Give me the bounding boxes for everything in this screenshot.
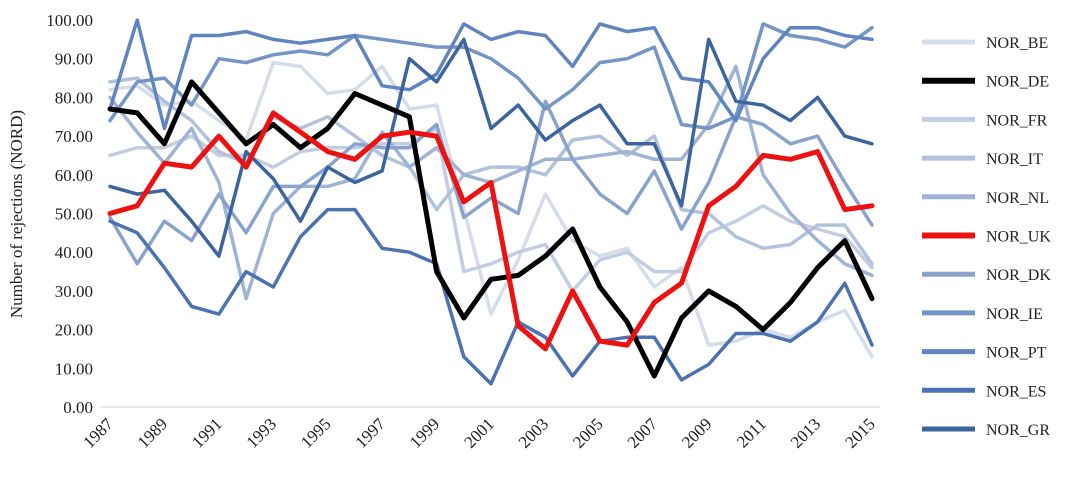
series-line-nor-pt xyxy=(108,18,874,131)
series-line-nor-dk xyxy=(108,99,874,266)
x-tick-label: 1997 xyxy=(351,414,389,452)
legend-item-nor-gr: NOR_GR xyxy=(922,422,1050,439)
x-tick-label: 1995 xyxy=(297,414,334,451)
series-line-nor-uk xyxy=(107,110,875,352)
legend-item-nor-pt: NOR_PT xyxy=(922,345,1047,362)
x-axis-ticks: 1987 1989 1991 1993 1995 1997 1999 2001 2003 2005… xyxy=(79,414,878,452)
y-axis-label: Number of rejections (NORD) xyxy=(7,110,26,318)
x-tick-label: 1991 xyxy=(188,414,225,451)
series-line-nor-ie xyxy=(108,22,874,131)
legend-label: NOR_ES xyxy=(986,383,1046,400)
x-tick-label: 2013 xyxy=(787,414,824,451)
x-tick-label: 2015 xyxy=(841,414,878,451)
y-tick-label: 10.00 xyxy=(55,359,93,378)
y-tick-label: 20.00 xyxy=(55,321,93,340)
legend-label: NOR_PT xyxy=(986,345,1047,362)
legend-label: NOR_NL xyxy=(986,190,1049,207)
y-axis-ticks: 0.00 10.00 20.00 30.00 40.00 50.00 60.00 70.00 8… xyxy=(46,11,93,417)
y-tick-label: 50.00 xyxy=(55,205,93,224)
legend-item-nor-de: NOR_DE xyxy=(922,74,1049,91)
y-tick-label: 0.00 xyxy=(63,398,93,417)
legend-label: NOR_IE xyxy=(986,306,1043,323)
legend-item-nor-es: NOR_ES xyxy=(922,383,1046,400)
x-tick-label: 1993 xyxy=(243,414,280,451)
y-tick-label: 90.00 xyxy=(55,50,93,69)
y-tick-label: 80.00 xyxy=(55,88,93,107)
series-line-nor-de xyxy=(107,79,875,379)
y-tick-label: 100.00 xyxy=(46,11,93,30)
legend-item-nor-nl: NOR_NL xyxy=(922,190,1049,207)
x-tick-label: 2009 xyxy=(678,414,715,451)
x-tick-label: 1989 xyxy=(134,414,171,451)
y-tick-label: 40.00 xyxy=(55,243,93,262)
legend-item-nor-ie: NOR_IE xyxy=(922,306,1043,323)
legend-item-nor-it: NOR_IT xyxy=(922,151,1043,168)
legend-item-nor-uk: NOR_UK xyxy=(922,229,1051,246)
legend-item-nor-fr: NOR_FR xyxy=(922,112,1048,129)
legend-item-nor-be: NOR_BE xyxy=(922,35,1048,52)
legend-item-nor-dk: NOR_DK xyxy=(922,267,1051,284)
legend-label: NOR_BE xyxy=(986,35,1048,52)
x-tick-label: 2007 xyxy=(624,414,662,452)
legend-label: NOR_IT xyxy=(986,151,1043,168)
legend-label: NOR_UK xyxy=(986,229,1051,246)
legend-label: NOR_GR xyxy=(986,422,1050,439)
legend: NOR_BE NOR_DE NOR_FR NOR_IT NOR_NL NOR_UK NOR_… xyxy=(922,35,1051,439)
y-tick-label: 70.00 xyxy=(55,127,93,146)
series-line-nor-es xyxy=(108,207,874,386)
y-axis-title: Number of rejections (NORD) xyxy=(7,110,26,318)
series-line-nor-gr xyxy=(108,37,874,258)
legend-label: NOR_DK xyxy=(986,267,1051,284)
legend-label: NOR_DE xyxy=(986,74,1049,91)
x-tick-label: 1987 xyxy=(79,414,117,452)
y-tick-label: 60.00 xyxy=(55,166,93,185)
y-tick-label: 30.00 xyxy=(55,282,93,301)
plot-area xyxy=(107,18,875,386)
x-tick-label: 2003 xyxy=(515,414,552,451)
x-tick-label: 1999 xyxy=(406,414,443,451)
legend-label: NOR_FR xyxy=(986,112,1048,129)
x-tick-label: 2005 xyxy=(569,414,606,451)
x-tick-label: 2011 xyxy=(733,414,770,451)
x-tick-label: 2001 xyxy=(460,414,497,451)
